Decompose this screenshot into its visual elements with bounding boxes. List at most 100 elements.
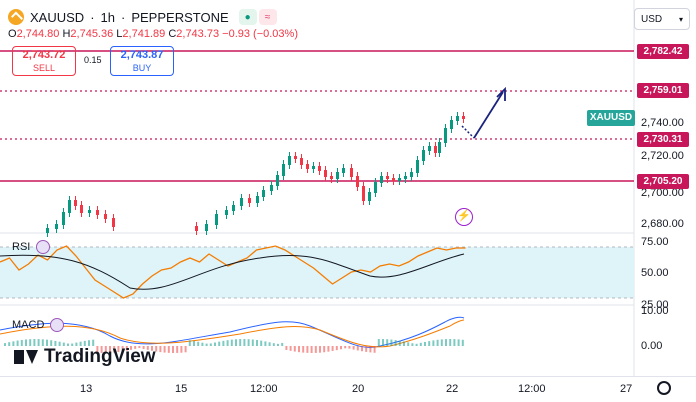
candle [386, 176, 389, 179]
macd-histogram-bar [390, 339, 393, 346]
interval[interactable]: 1h [100, 9, 115, 25]
macd-histogram-bar [403, 341, 405, 346]
candle [62, 212, 65, 225]
macd-histogram-bar [104, 346, 107, 353]
macd-histogram-bar [142, 346, 145, 349]
macd-histogram-bar [75, 342, 78, 346]
candle [450, 120, 453, 129]
eye-icon[interactable] [50, 318, 65, 332]
rsi-tick: 25.00 [641, 299, 669, 311]
symbol-header[interactable]: XAUUSD · 1h · PEPPERSTONE ● ≈ [8, 7, 277, 27]
candle [282, 164, 285, 176]
macd-histogram-bar [235, 339, 237, 346]
candle [380, 176, 383, 183]
macd-histogram-bar [37, 339, 40, 346]
rsi-pane-label[interactable]: RSI [12, 240, 51, 254]
candle [462, 116, 465, 119]
candle [232, 205, 235, 211]
candle [96, 210, 99, 215]
macd-histogram-bar [138, 346, 141, 349]
macd-pane-label[interactable]: MACD [12, 318, 65, 332]
price-tick: 2,740.00 [641, 117, 684, 129]
macd-histogram-bar [205, 343, 208, 346]
macd-histogram-bar [218, 341, 221, 346]
macd-histogram-bar [8, 342, 11, 346]
macd-histogram-bar [306, 346, 309, 353]
macd-histogram-bar [424, 341, 426, 346]
macd-histogram-bar [67, 343, 69, 346]
separator: · [90, 9, 95, 25]
macd-histogram-bar [180, 346, 183, 353]
macd-histogram-bar [335, 346, 338, 351]
settings-icon[interactable] [657, 381, 671, 395]
macd-histogram-bar [25, 339, 27, 346]
macd-histogram-bar [96, 346, 99, 353]
macd-histogram-bar [440, 339, 443, 346]
macd-histogram-bar [285, 346, 288, 350]
macd-histogram-bar [71, 343, 74, 346]
candle [55, 224, 58, 229]
symbol-price-tag: XAUUSD [587, 110, 635, 126]
macd-histogram-bar [83, 340, 86, 346]
macd-histogram-bar [340, 346, 342, 350]
candle [362, 186, 365, 201]
candle [416, 160, 419, 173]
candle [195, 226, 198, 231]
macd-histogram-bar [33, 339, 36, 346]
macd-histogram-bar [319, 346, 321, 353]
candle [294, 156, 297, 159]
symbol-name[interactable]: XAUUSD [30, 9, 85, 25]
macd-histogram-bar [436, 339, 439, 346]
ohlc-legend: O2,744.80 H2,745.36 L2,741.89 C2,743.73 … [8, 28, 298, 40]
macd-histogram-bar [302, 346, 305, 353]
macd-histogram-bar [46, 339, 48, 346]
macd-histogram-bar [184, 346, 187, 353]
macd-histogram-bar [176, 346, 179, 353]
macd-histogram-bar [214, 342, 216, 346]
candle [444, 128, 447, 143]
macd-histogram-bar [344, 346, 347, 349]
macd-histogram-bar [155, 346, 158, 352]
macd-histogram-bar [293, 346, 296, 352]
macd-histogram-bar [130, 346, 132, 350]
currency-select[interactable]: USD ▾ [634, 8, 690, 30]
macd-histogram-bar [146, 346, 149, 350]
buy-button[interactable]: 2,743.87 BUY [110, 46, 174, 76]
macd-histogram-bar [50, 340, 53, 346]
macd-histogram-bar [268, 342, 271, 346]
lightning-icon[interactable]: ⚡ [455, 208, 473, 226]
candle [368, 192, 371, 201]
candle [306, 164, 309, 169]
macd-histogram-bar [197, 341, 200, 346]
macd-histogram-bar [386, 339, 389, 346]
macd-histogram-bar [419, 342, 422, 346]
macd-histogram-bar [209, 343, 212, 346]
macd-histogram-bar [159, 346, 162, 353]
time-tick: 13 [80, 383, 93, 395]
macd-histogram-bar [251, 339, 254, 346]
eye-icon[interactable] [36, 240, 51, 254]
candle [215, 214, 218, 225]
candle [342, 168, 345, 173]
time-axis[interactable]: 13 15 12:00 20 22 12:00 27 [0, 376, 696, 402]
sell-button[interactable]: 2,743.72 SELL [12, 46, 76, 76]
macd-histogram-bar [256, 339, 258, 346]
macd-histogram-bar [432, 340, 435, 346]
macd-histogram-bar [230, 339, 233, 346]
price-tick: 2,700.00 [641, 187, 684, 199]
candle [456, 116, 459, 121]
candle [270, 185, 273, 191]
candle [68, 200, 71, 213]
tradingview-logo[interactable]: TradingView [14, 346, 156, 368]
candle [438, 142, 441, 153]
macd-histogram-bar [243, 339, 246, 346]
market-status[interactable]: ● ≈ [238, 9, 277, 25]
candle [104, 214, 107, 219]
candle [312, 166, 315, 169]
macd-histogram-bar [361, 346, 363, 352]
macd-histogram-bar [272, 343, 275, 346]
macd-histogram-bar [113, 346, 116, 353]
macd-histogram-bar [151, 346, 153, 351]
macd-histogram-bar [239, 339, 242, 346]
